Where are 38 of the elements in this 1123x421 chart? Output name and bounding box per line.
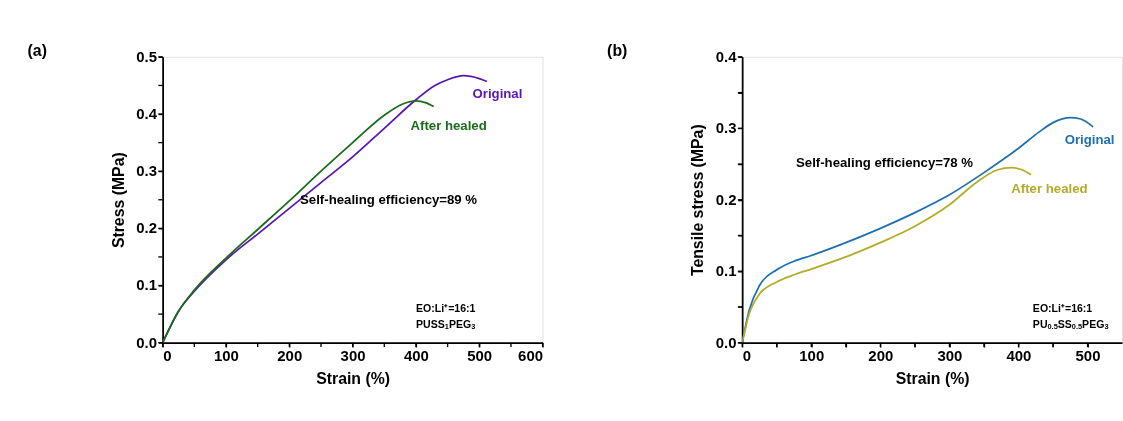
y-tick-label: 0.1 [136,276,157,294]
series-label: Original [472,86,523,102]
y-tick-label: 0.3 [715,119,737,137]
x-tick-label: 300 [937,346,963,364]
x-tick-label: 100 [799,346,825,364]
annotation: Self-healing efficiency=78 % [796,155,974,171]
x-axis-title: Strain (%) [316,370,390,388]
x-tick-label: 0 [742,346,751,364]
annotation: Self-healing efficiency=89 % [300,192,478,208]
series-label: After healed [410,118,487,134]
text: (b) [607,41,628,59]
x-tick-label: 200 [868,346,894,364]
y-tick-label: 0.4 [136,104,158,122]
x-tick-label: 0 [163,346,172,364]
x-tick-label: 300 [340,346,366,364]
x-tick-label: 400 [403,346,429,364]
x-axis-title: Strain (%) [895,370,970,388]
y-tick-label: 0.0 [715,333,737,351]
series-label: Original [1064,132,1115,148]
x-tick-label: 400 [1006,346,1032,364]
x-tick-label: 500 [1075,346,1101,364]
y-tick-label: 0.3 [136,162,157,180]
y-axis-title: Tensile stress (MPa) [689,124,707,277]
text: (a) [27,41,47,59]
annotation: EO:Li⁺=16:1 [1032,301,1093,314]
y-tick-label: 0.5 [136,47,157,65]
y-tick-label: 0.0 [136,333,157,351]
y-tick-label: 0.4 [715,47,738,65]
y-tick-label: 0.2 [136,219,157,237]
y-tick-label: 0.2 [715,190,737,208]
x-tick-label: 600 [518,346,544,364]
y-axis-title: Stress (MPa) [109,152,127,249]
x-tick-label: 500 [467,346,493,364]
x-tick-label: 100 [213,346,239,364]
series-label: After healed [1011,181,1088,197]
annotation: EO:Li⁺=16:1 [416,301,476,314]
x-tick-label: 200 [277,346,303,364]
y-tick-label: 0.1 [715,262,737,280]
